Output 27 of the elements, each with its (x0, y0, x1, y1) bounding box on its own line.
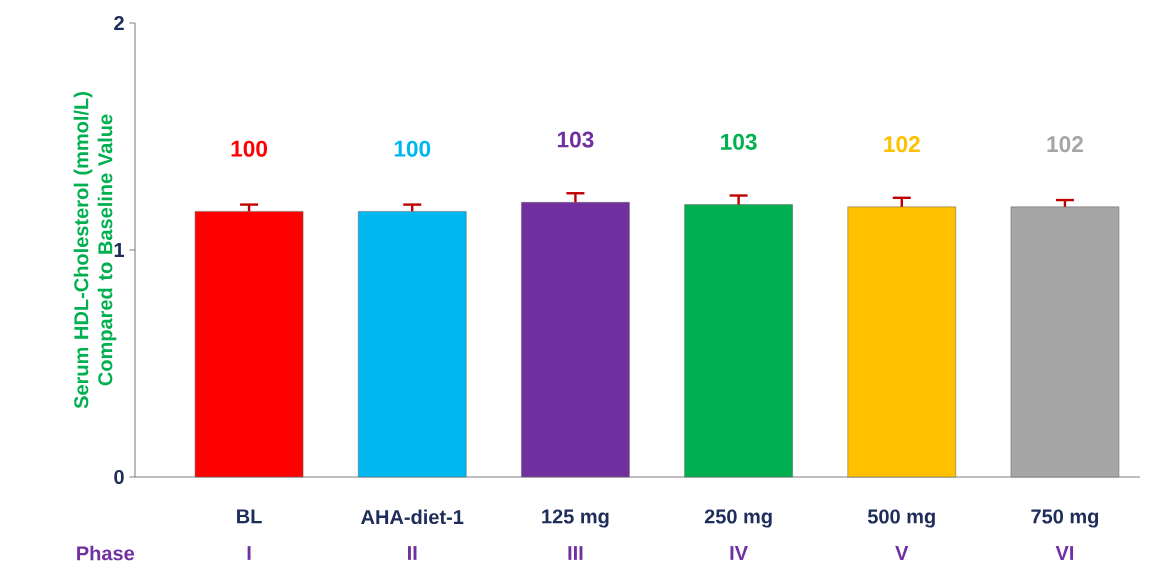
y-tick-label: 0 (114, 469, 124, 485)
text: II (408, 546, 417, 560)
annotation: 100 (231, 140, 268, 157)
text: III (568, 546, 583, 560)
text: I (247, 546, 251, 560)
annotation: 103 (721, 133, 757, 150)
y-tick-label: 2 (114, 16, 124, 30)
x-tick-label: 250 mg (704, 509, 772, 528)
text: Phase (77, 545, 135, 561)
x-tick-label: 750 mg (1031, 509, 1099, 528)
annotation: 102 (884, 136, 920, 153)
text: IV (730, 546, 748, 560)
annotation: 103 (557, 131, 594, 148)
text: V (895, 546, 909, 560)
annotation: 102 (1047, 136, 1083, 153)
bar (357, 211, 467, 478)
x-tick-label: AHA-diet-1 (361, 509, 464, 525)
bar (1010, 206, 1120, 478)
text: VI (1055, 546, 1074, 560)
x-tick-label: 500 mg (867, 509, 935, 528)
bar (194, 211, 304, 478)
bar (521, 202, 630, 478)
bar (684, 204, 793, 478)
annotation: 100 (394, 140, 431, 157)
x-tick-label: 125 mg (542, 509, 609, 528)
x-tick-label: BL (237, 509, 262, 524)
bar (847, 206, 957, 478)
